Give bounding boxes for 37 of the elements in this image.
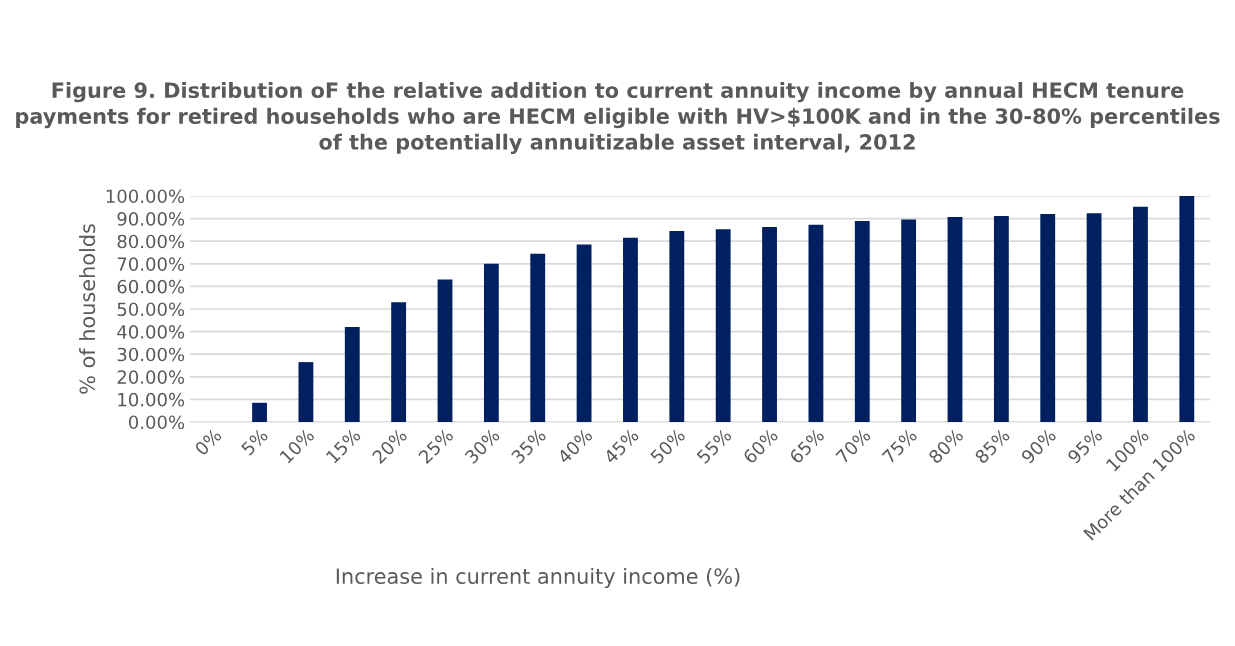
bar — [252, 402, 267, 422]
bar — [854, 221, 870, 422]
bar — [947, 217, 963, 422]
bar — [344, 327, 360, 422]
y-tick-label: 50.00% — [117, 302, 185, 317]
x-axis-title: Increase in current annuity income (%) — [336, 567, 740, 589]
bar — [993, 216, 1009, 422]
y-tick-label: 40.00% — [117, 325, 185, 339]
bar — [669, 231, 685, 422]
y-tick-label: 0.00% — [128, 415, 185, 430]
bar — [1086, 213, 1102, 422]
y-axis-title: % of households — [79, 224, 96, 394]
bar — [530, 253, 546, 422]
x-tick-label: 0% — [194, 427, 223, 457]
bar — [576, 244, 592, 422]
y-tick-label: 30.00% — [117, 347, 185, 362]
y-tick-label: 100.00% — [106, 189, 185, 204]
y-tick-label: 20.00% — [117, 370, 185, 384]
bar — [437, 279, 453, 422]
bar — [298, 362, 314, 422]
bar — [1040, 214, 1056, 422]
bar — [808, 224, 824, 422]
bar — [715, 229, 731, 422]
bar — [483, 263, 499, 422]
y-tick-label: 10.00% — [118, 392, 185, 407]
bar — [1133, 206, 1148, 422]
x-tick-label: 5% — [240, 427, 269, 457]
bar — [901, 219, 917, 422]
y-tick-label: 60.00% — [117, 279, 185, 294]
chart-title: Figure 9. Distribution oF the relative addition to current annuity income by annual HECM tenure payments for retired households who are HECM eligible with HV>$100K and in the 30-80% percentiles of the potentially annuitizable asset interval, 2012 — [16, 81, 1220, 155]
bar — [762, 226, 777, 422]
y-tick-label: 80.00% — [117, 234, 185, 249]
bar — [623, 237, 638, 422]
y-tick-label: 90.00% — [117, 212, 185, 226]
bar — [1179, 196, 1195, 422]
bar — [391, 302, 407, 422]
y-tick-label: 70.00% — [117, 257, 185, 271]
